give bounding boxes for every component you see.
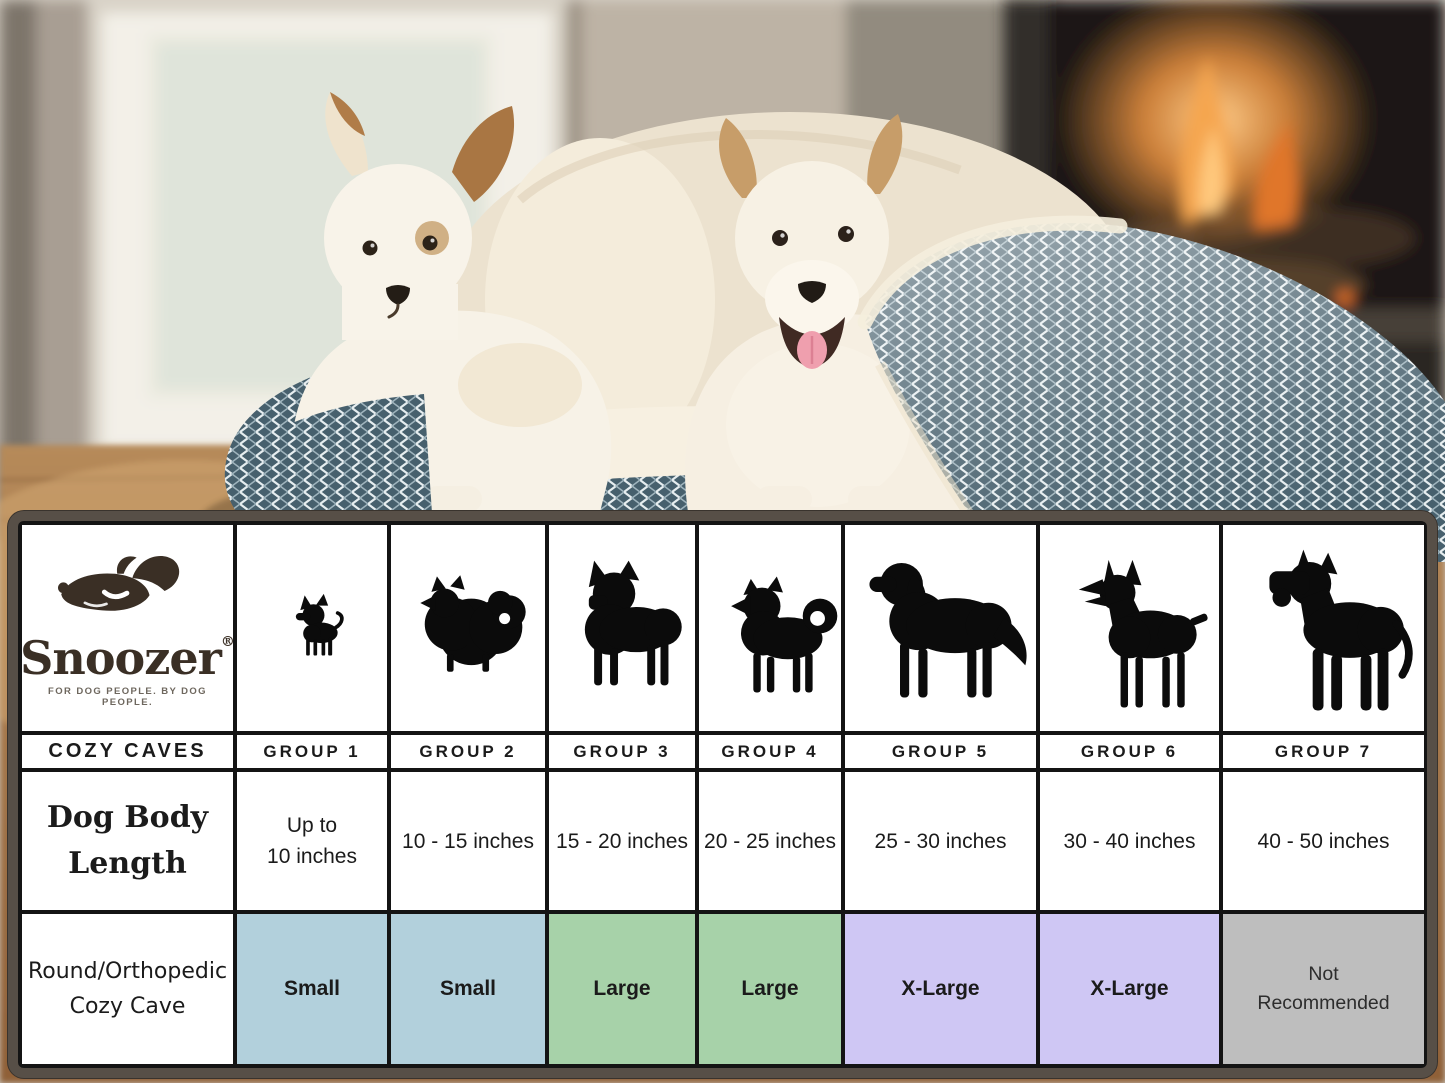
group-5-dog-cell	[841, 521, 1040, 736]
snoozer-dog-head-icon	[57, 555, 179, 611]
group-7-length-cell: 40 - 50 inches	[1219, 768, 1427, 915]
doberman-silhouette-icon	[1078, 559, 1208, 708]
group-2-dog-cell	[387, 521, 549, 736]
dog-photo-right	[685, 114, 999, 512]
group-6-dog-cell	[1036, 521, 1223, 736]
golden-retriever-silhouette-icon	[869, 563, 1027, 698]
group-6-size-cell: X-Large	[1036, 910, 1223, 1068]
group-2-size-cell: Small	[387, 910, 549, 1068]
boston-terrier-silhouette-icon	[584, 560, 682, 686]
group-2-length-cell: 10 - 15 inches	[387, 768, 549, 915]
group-6-header-cell: GROUP 6	[1036, 731, 1223, 773]
group-1-dog-cell	[233, 521, 391, 736]
brand-name: Snoozer®	[20, 630, 235, 685]
group-4-dog-cell	[695, 521, 845, 736]
shiba-inu-silhouette-icon	[731, 576, 838, 693]
product-row-label: Round/Orthopedic Cozy Cave	[18, 910, 237, 1068]
sizing-table: Snoozer® FOR DOG PEOPLE. BY DOG PEOPLE.	[18, 521, 1427, 1068]
dog-photo-left	[225, 92, 612, 513]
group-3-size-cell: Large	[545, 910, 699, 1068]
group-4-size-cell: Large	[695, 910, 845, 1068]
group-7-header-cell: GROUP 7	[1219, 731, 1427, 773]
sizing-table-frame: Snoozer® FOR DOG PEOPLE. BY DOG PEOPLE.	[8, 511, 1437, 1078]
group-5-length-cell: 25 - 30 inches	[841, 768, 1040, 915]
group-6-length-cell: 30 - 40 inches	[1036, 768, 1223, 915]
chihuahua-silhouette-icon	[295, 594, 344, 656]
body-length-row-label: Dog Body Length	[18, 768, 237, 915]
group-4-header-cell: GROUP 4	[695, 731, 845, 773]
group-1-size-cell: Small	[233, 910, 391, 1068]
group-3-header-cell: GROUP 3	[545, 731, 699, 773]
group-7-size-cell: Not Recommended	[1219, 910, 1427, 1068]
group-4-length-cell: 20 - 25 inches	[695, 768, 845, 915]
category-header-cell: COZY CAVES	[18, 731, 237, 773]
brand-logo-cell: Snoozer® FOR DOG PEOPLE. BY DOG PEOPLE.	[18, 521, 237, 736]
group-1-length-cell: Up to 10 inches	[233, 768, 391, 915]
group-3-length-cell: 15 - 20 inches	[545, 768, 699, 915]
group-5-size-cell: X-Large	[841, 910, 1040, 1068]
great-dane-silhouette-icon	[1269, 549, 1413, 711]
registered-mark: ®	[220, 633, 235, 650]
brand-tagline: FOR DOG PEOPLE. BY DOG PEOPLE.	[48, 685, 207, 708]
group-3-dog-cell	[545, 521, 699, 736]
herringbone-drape	[857, 215, 1445, 564]
group-2-header-cell: GROUP 2	[387, 731, 549, 773]
pomeranian-silhouette-icon	[420, 575, 526, 672]
group-5-header-cell: GROUP 5	[841, 731, 1040, 773]
group-1-header-cell: GROUP 1	[233, 731, 391, 773]
group-7-dog-cell	[1219, 521, 1427, 736]
